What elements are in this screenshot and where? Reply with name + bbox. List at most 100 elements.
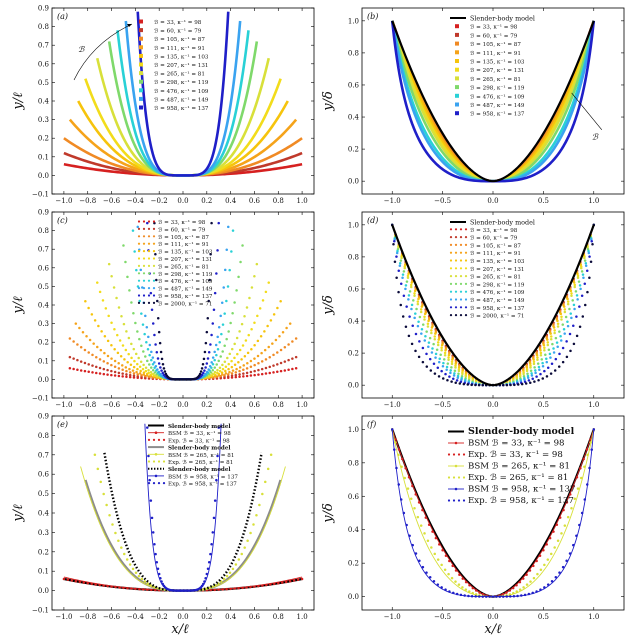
data-point — [559, 335, 562, 338]
data-point — [446, 378, 449, 382]
data-point — [441, 377, 445, 380]
legend-swatch — [152, 460, 156, 463]
data-point — [416, 302, 420, 306]
data-point — [534, 371, 537, 375]
x-tick-label: 1.0 — [297, 613, 308, 621]
legend-swatch — [139, 36, 143, 41]
data-point — [577, 280, 581, 283]
data-point — [231, 229, 235, 232]
data-point — [454, 366, 457, 369]
data-point — [536, 572, 539, 576]
data-point — [209, 371, 213, 374]
data-point — [425, 365, 429, 368]
data-point — [542, 343, 546, 347]
data-point — [238, 375, 241, 379]
data-point — [462, 382, 466, 386]
data-point — [464, 588, 468, 591]
data-point — [532, 358, 535, 361]
data-point — [162, 367, 166, 370]
data-point — [581, 315, 585, 318]
data-point — [223, 344, 226, 347]
data-point — [227, 362, 230, 366]
data-point — [117, 371, 121, 375]
data-point — [90, 582, 93, 586]
data-point — [247, 333, 250, 337]
data-point — [76, 368, 79, 371]
legend-entry: Exp. ℬ = 33, κ⁻¹ = 98 — [168, 437, 230, 444]
data-point — [213, 358, 216, 362]
data-point — [152, 372, 155, 376]
legend-swatch — [464, 306, 468, 309]
data-point — [156, 368, 159, 371]
data-point — [220, 371, 224, 374]
data-point — [566, 515, 570, 519]
data-point — [495, 595, 498, 598]
data-point — [501, 595, 505, 598]
data-point — [207, 299, 210, 303]
x-tick-label: −1.0 — [384, 613, 401, 621]
data-point — [144, 314, 147, 318]
data-point — [101, 299, 105, 302]
data-point — [549, 356, 552, 359]
data-point — [569, 493, 572, 496]
data-point — [548, 536, 552, 540]
data-point — [532, 360, 536, 364]
data-point — [159, 350, 163, 354]
data-point — [576, 274, 580, 278]
data-point — [121, 364, 124, 367]
data-point — [249, 370, 253, 374]
data-point — [125, 373, 128, 376]
data-point — [414, 552, 418, 555]
legend-swatch — [157, 460, 161, 463]
data-point — [243, 355, 247, 358]
data-point — [124, 366, 128, 369]
legend-swatch — [152, 301, 156, 304]
data-point — [249, 365, 253, 369]
data-point — [444, 349, 447, 352]
data-point — [125, 558, 129, 561]
data-point — [98, 358, 102, 361]
data-point — [432, 362, 436, 365]
legend-swatch — [147, 438, 151, 441]
data-point — [139, 369, 142, 373]
data-point — [132, 374, 136, 377]
data-point — [553, 369, 557, 372]
data-point — [512, 595, 516, 598]
data-point — [88, 338, 92, 342]
data-point — [141, 286, 144, 289]
legend-entry: ℬ = 60, κ⁻¹ = 79 — [470, 235, 518, 242]
y-tick-label: 0.4 — [38, 98, 50, 106]
data-point — [260, 360, 264, 363]
legend-swatch — [137, 287, 141, 290]
data-point — [509, 383, 512, 387]
data-point — [433, 335, 437, 338]
data-point — [257, 362, 260, 365]
data-point — [272, 371, 275, 374]
data-point — [120, 546, 123, 549]
legend-swatch — [139, 71, 143, 76]
legend-entry: ℬ = 265, κ⁻¹ = 81 — [158, 263, 209, 270]
data-point — [222, 286, 225, 289]
data-point — [454, 569, 458, 572]
y-tick-label: 0.6 — [38, 264, 50, 272]
data-point — [408, 534, 411, 537]
data-point — [98, 366, 102, 370]
series-c-11 — [153, 221, 213, 381]
data-point — [160, 369, 163, 372]
data-point — [139, 268, 143, 272]
data-point — [125, 375, 128, 379]
data-point — [399, 498, 403, 501]
data-point — [91, 364, 94, 367]
y-tick-label: −0.1 — [32, 191, 49, 199]
data-point — [125, 369, 128, 373]
panel-label: (d) — [367, 216, 378, 225]
data-point — [294, 355, 298, 359]
data-point — [488, 595, 491, 598]
data-point — [590, 240, 593, 243]
data-point — [250, 347, 253, 351]
data-point — [214, 343, 218, 347]
data-point — [582, 276, 585, 280]
data-point — [153, 333, 156, 337]
data-point — [223, 312, 226, 315]
data-point — [203, 580, 206, 583]
